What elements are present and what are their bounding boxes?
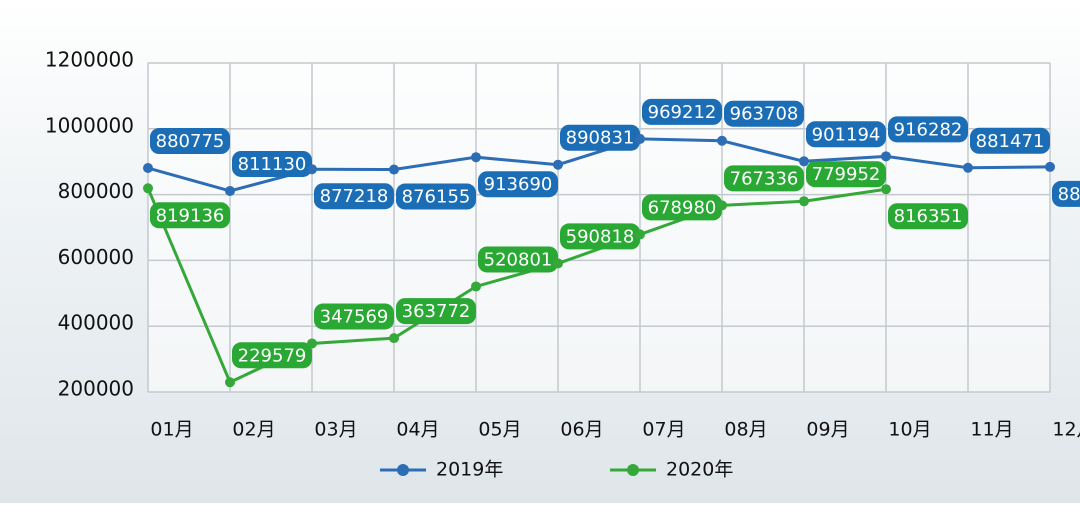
data-point (881, 184, 891, 195)
data-label-box (724, 165, 804, 192)
data-point (799, 196, 809, 207)
data-label: 347569 (320, 306, 389, 327)
legend-marker (627, 464, 639, 476)
data-point (389, 333, 399, 344)
data-label-box (396, 298, 476, 325)
x-tick-label: 03月 (314, 419, 357, 441)
data-label: 363772 (402, 301, 471, 322)
data-label: 811130 (238, 154, 307, 175)
x-tick-label: 06月 (560, 419, 603, 441)
x-tick-label: 04月 (396, 419, 439, 441)
data-label-box (724, 100, 804, 127)
data-label-box (478, 171, 558, 198)
x-tick-label: 09月 (806, 419, 849, 441)
data-point (307, 338, 317, 349)
data-point (225, 377, 235, 388)
data-point (143, 163, 153, 174)
data-point (635, 133, 645, 144)
x-tick-label: 02月 (232, 419, 275, 441)
data-point (553, 258, 563, 269)
x-tick-label: 12月 (1052, 419, 1080, 441)
legend-label: 2020年 (666, 459, 733, 481)
x-tick-label: 01月 (150, 419, 193, 441)
data-point (717, 200, 727, 211)
data-label-box (642, 194, 722, 221)
data-label: 890831 (566, 128, 635, 149)
data-label: 877218 (320, 186, 389, 207)
data-label: 229579 (238, 345, 307, 366)
data-label-box (1052, 180, 1080, 207)
data-label: 969212 (648, 102, 717, 123)
data-point (143, 183, 153, 194)
data-point (553, 159, 563, 170)
data-point (307, 164, 317, 175)
data-label: 816351 (894, 206, 963, 227)
data-label-box (888, 203, 968, 230)
data-point (1045, 161, 1055, 172)
y-tick-label: 1200000 (45, 48, 134, 72)
data-label-box (888, 116, 968, 143)
data-label: 520801 (484, 249, 553, 270)
y-tick-label: 600000 (58, 245, 134, 269)
data-point (225, 185, 235, 196)
data-point (471, 281, 481, 292)
data-point (389, 164, 399, 175)
data-point (799, 156, 809, 167)
y-tick-label: 200000 (58, 377, 134, 401)
x-tick-label: 07月 (642, 419, 685, 441)
data-label-box (150, 202, 230, 229)
data-label: 880775 (156, 131, 225, 152)
y-tick-label: 800000 (58, 179, 134, 203)
data-label-box (150, 128, 230, 155)
data-label-box (314, 183, 394, 210)
data-label: 767336 (730, 168, 799, 189)
data-point (635, 229, 645, 240)
data-label-box (970, 127, 1050, 154)
data-point (717, 135, 727, 146)
data-point (471, 152, 481, 163)
data-point (881, 151, 891, 162)
data-label-box (314, 303, 394, 330)
data-label: 876155 (402, 187, 471, 208)
x-tick-label: 11月 (970, 419, 1013, 441)
legend-label: 2019年 (436, 459, 503, 481)
data-label: 916282 (894, 119, 963, 140)
data-label: 963708 (730, 104, 799, 125)
data-label-box (642, 98, 722, 125)
data-label: 590818 (566, 226, 635, 247)
data-label-box (232, 150, 312, 177)
x-tick-label: 05月 (478, 419, 521, 441)
data-label-box (232, 342, 312, 369)
y-tick-label: 400000 (58, 311, 134, 335)
x-tick-label: 10月 (888, 419, 931, 441)
y-tick-label: 1000000 (45, 113, 134, 137)
data-label: 779952 (812, 164, 881, 185)
data-label: 913690 (484, 174, 553, 195)
data-label-box (806, 121, 886, 148)
data-label: 881471 (976, 131, 1045, 152)
data-point (963, 162, 973, 173)
data-label: 884093 (1058, 184, 1080, 205)
data-label-box (560, 124, 640, 151)
data-label: 901194 (812, 124, 881, 145)
data-label-box (478, 246, 558, 273)
data-label-box (560, 223, 640, 250)
x-tick-label: 08月 (724, 419, 767, 441)
data-label-box (806, 161, 886, 188)
legend-marker (397, 464, 409, 476)
data-label: 819136 (156, 205, 225, 226)
data-label-box (396, 183, 476, 210)
data-label: 678980 (648, 197, 717, 218)
